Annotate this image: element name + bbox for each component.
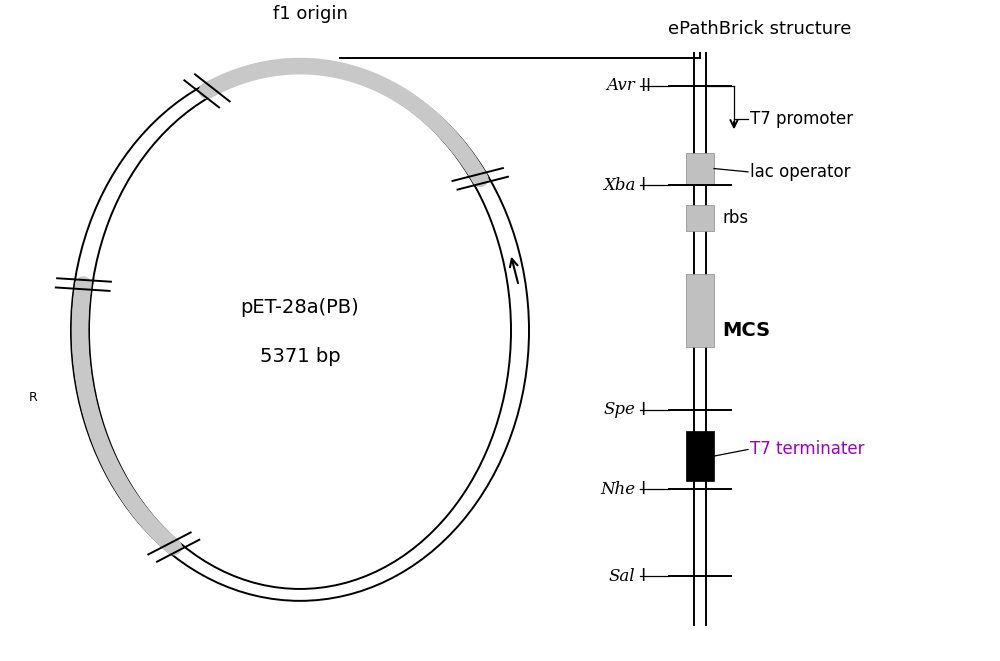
Text: 5371 bp: 5371 bp: [260, 348, 340, 366]
Text: I: I: [636, 401, 646, 419]
Bar: [686, 274, 714, 347]
Text: Nhe: Nhe: [600, 481, 635, 498]
Text: Sal: Sal: [608, 568, 635, 585]
Text: pET-28a(PB): pET-28a(PB): [241, 298, 359, 317]
Bar: [686, 431, 714, 481]
Text: I: I: [636, 480, 646, 498]
Text: II: II: [636, 77, 651, 95]
Text: T7 terminater: T7 terminater: [750, 440, 864, 459]
Text: MCS: MCS: [722, 321, 770, 340]
Text: Avr: Avr: [606, 77, 635, 95]
Text: f1 origin: f1 origin: [273, 5, 347, 23]
Bar: [686, 205, 714, 231]
Text: rbs: rbs: [722, 209, 748, 227]
Text: T7 promoter: T7 promoter: [750, 110, 853, 128]
Text: I: I: [636, 567, 646, 586]
Text: lac operator: lac operator: [750, 163, 850, 181]
Text: I: I: [636, 176, 646, 194]
Text: Spe: Spe: [603, 401, 635, 418]
Bar: [686, 153, 714, 184]
Text: ePathBrick structure: ePathBrick structure: [668, 20, 852, 38]
Text: R: R: [28, 391, 37, 405]
Text: Xba: Xba: [603, 176, 635, 194]
